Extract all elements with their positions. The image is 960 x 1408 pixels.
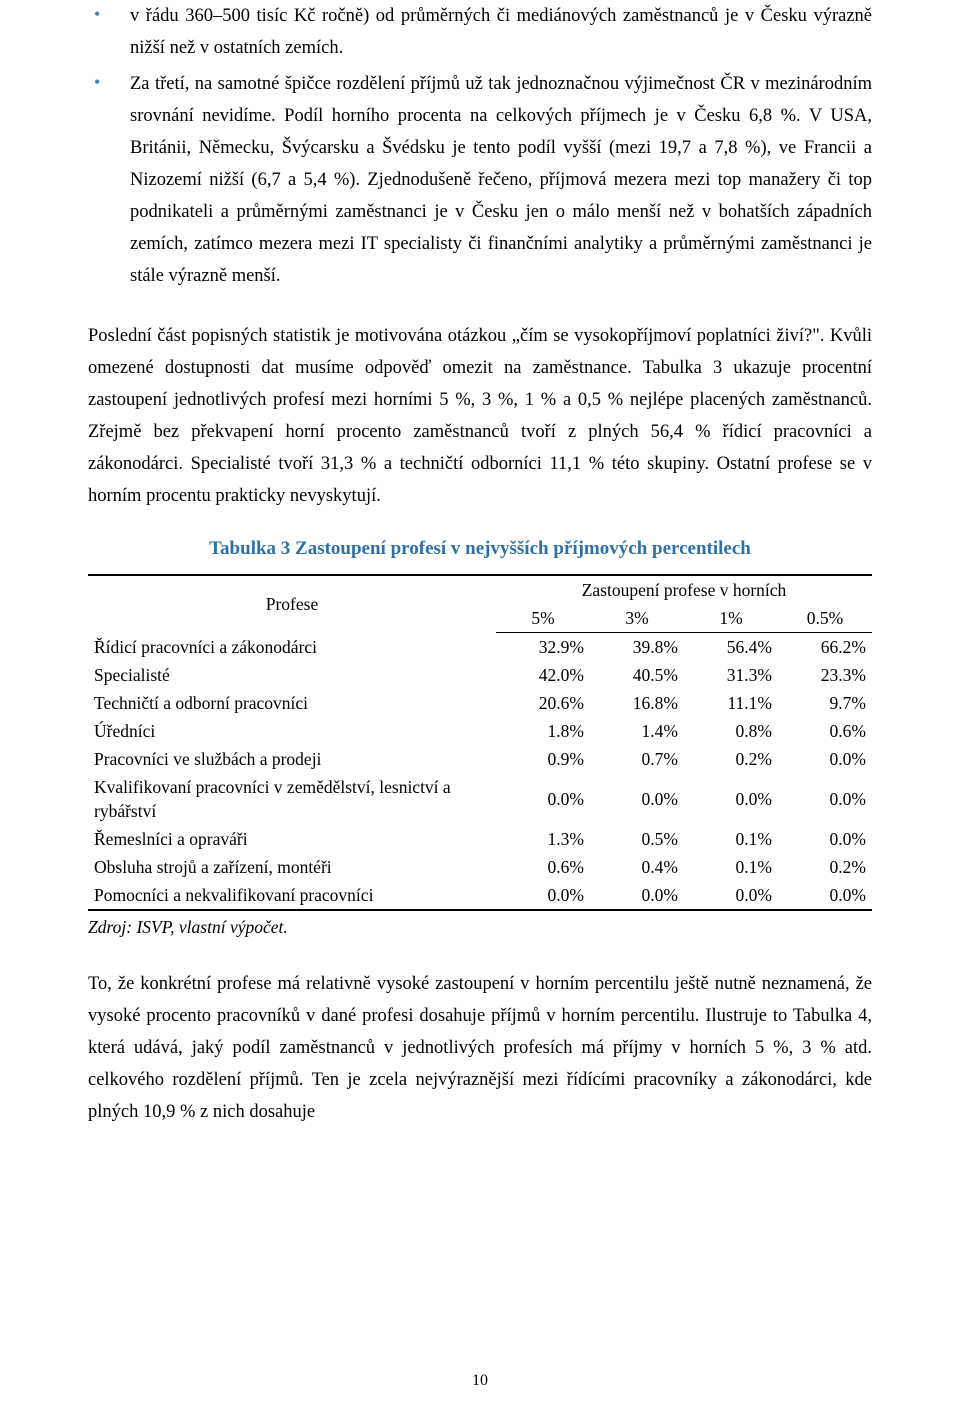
value-cell: 0.0% xyxy=(778,825,872,853)
table-source: Zdroj: ISVP, vlastní výpočet. xyxy=(88,917,872,938)
table-title: Tabulka 3 Zastoupení profesí v nejvyššíc… xyxy=(88,538,872,560)
profession-label: Pomocníci a nekvalifikovaní pracovníci xyxy=(88,881,496,910)
value-cell: 0.4% xyxy=(590,853,684,881)
value-cell: 39.8% xyxy=(590,633,684,662)
value-cell: 42.0% xyxy=(496,661,590,689)
value-cell: 66.2% xyxy=(778,633,872,662)
profession-label: Kvalifikovaní pracovníci v zemědělství, … xyxy=(88,773,496,825)
value-cell: 0.6% xyxy=(496,853,590,881)
value-cell: 1.3% xyxy=(496,825,590,853)
table-row: Řídicí pracovníci a zákonodárci32.9%39.8… xyxy=(88,633,872,662)
table-row: Řemeslníci a opraváři1.3%0.5%0.1%0.0% xyxy=(88,825,872,853)
profession-label: Techničtí a odborní pracovníci xyxy=(88,689,496,717)
table-row: Pracovníci ve službách a prodeji0.9%0.7%… xyxy=(88,745,872,773)
bullet-text: Za třetí, na samotné špičce rozdělení př… xyxy=(130,68,872,292)
col-header: 0.5% xyxy=(778,604,872,633)
table-row: Specialisté42.0%40.5%31.3%23.3% xyxy=(88,661,872,689)
col-header: 5% xyxy=(496,604,590,633)
value-cell: 0.0% xyxy=(778,745,872,773)
col-header: 1% xyxy=(684,604,778,633)
body-paragraph: Poslední část popisných statistik je mot… xyxy=(88,320,872,512)
value-cell: 56.4% xyxy=(684,633,778,662)
value-cell: 0.8% xyxy=(684,717,778,745)
table-row: Obsluha strojů a zařízení, montéři0.6%0.… xyxy=(88,853,872,881)
value-cell: 0.0% xyxy=(496,881,590,910)
page-number: 10 xyxy=(0,1372,960,1390)
value-cell: 0.1% xyxy=(684,853,778,881)
profession-label: Pracovníci ve službách a prodeji xyxy=(88,745,496,773)
list-item: • v řádu 360–500 tisíc Kč ročně) od prům… xyxy=(88,0,872,64)
table-row: Kvalifikovaní pracovníci v zemědělství, … xyxy=(88,773,872,825)
value-cell: 0.6% xyxy=(778,717,872,745)
profession-label: Řemeslníci a opraváři xyxy=(88,825,496,853)
bullet-text: v řádu 360–500 tisíc Kč ročně) od průměr… xyxy=(130,0,872,64)
value-cell: 31.3% xyxy=(684,661,778,689)
col-header-profese: Profese xyxy=(88,575,496,633)
value-cell: 0.0% xyxy=(778,881,872,910)
list-item: • Za třetí, na samotné špičce rozdělení … xyxy=(88,68,872,292)
bullet-icon: • xyxy=(88,0,130,28)
table-row: Úředníci1.8%1.4%0.8%0.6% xyxy=(88,717,872,745)
value-cell: 0.0% xyxy=(590,773,684,825)
profession-label: Řídicí pracovníci a zákonodárci xyxy=(88,633,496,662)
value-cell: 0.0% xyxy=(778,773,872,825)
body-paragraph: To, že konkrétní profese má relativně vy… xyxy=(88,968,872,1128)
value-cell: 0.0% xyxy=(684,881,778,910)
value-cell: 16.8% xyxy=(590,689,684,717)
value-cell: 0.2% xyxy=(684,745,778,773)
value-cell: 0.9% xyxy=(496,745,590,773)
profession-label: Úředníci xyxy=(88,717,496,745)
value-cell: 32.9% xyxy=(496,633,590,662)
profession-label: Specialisté xyxy=(88,661,496,689)
value-cell: 9.7% xyxy=(778,689,872,717)
bullet-list: • v řádu 360–500 tisíc Kč ročně) od prům… xyxy=(88,0,872,292)
value-cell: 23.3% xyxy=(778,661,872,689)
value-cell: 20.6% xyxy=(496,689,590,717)
value-cell: 1.8% xyxy=(496,717,590,745)
profession-table: Profese Zastoupení profese v horních 5%3… xyxy=(88,574,872,911)
value-cell: 0.1% xyxy=(684,825,778,853)
table-row: Pomocníci a nekvalifikovaní pracovníci0.… xyxy=(88,881,872,910)
col-header: 3% xyxy=(590,604,684,633)
profession-label: Obsluha strojů a zařízení, montéři xyxy=(88,853,496,881)
value-cell: 0.0% xyxy=(590,881,684,910)
value-cell: 0.0% xyxy=(684,773,778,825)
value-cell: 11.1% xyxy=(684,689,778,717)
value-cell: 40.5% xyxy=(590,661,684,689)
col-super-header: Zastoupení profese v horních xyxy=(496,575,872,604)
value-cell: 0.5% xyxy=(590,825,684,853)
value-cell: 1.4% xyxy=(590,717,684,745)
value-cell: 0.2% xyxy=(778,853,872,881)
table-row: Techničtí a odborní pracovníci20.6%16.8%… xyxy=(88,689,872,717)
bullet-icon: • xyxy=(88,68,130,96)
value-cell: 0.0% xyxy=(496,773,590,825)
value-cell: 0.7% xyxy=(590,745,684,773)
